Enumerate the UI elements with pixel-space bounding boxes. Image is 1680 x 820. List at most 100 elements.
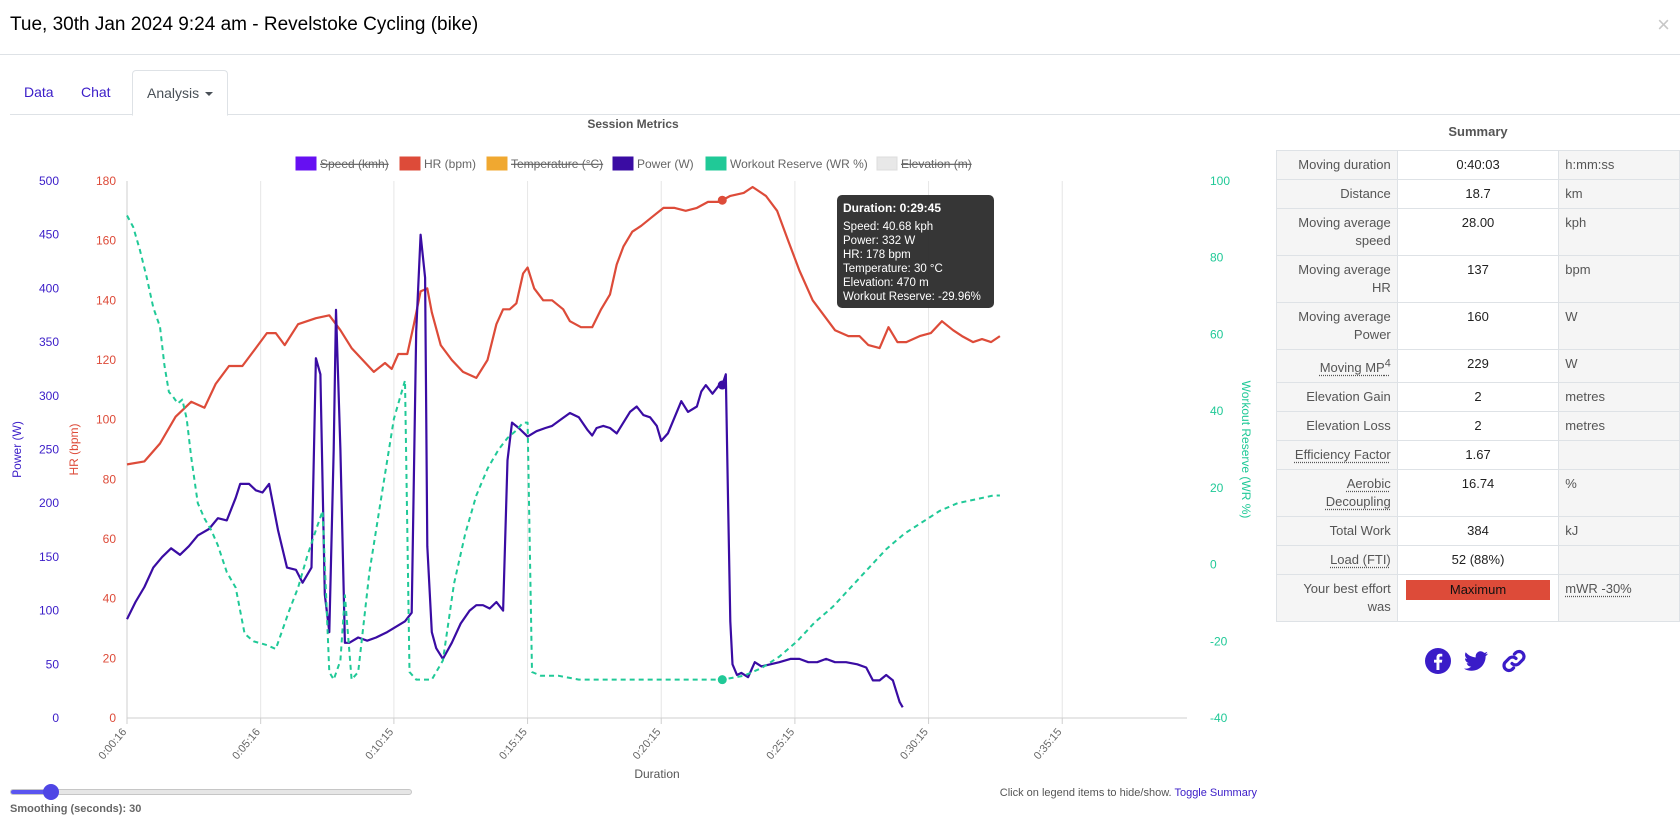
summary-label: Elevation Gain xyxy=(1276,382,1398,413)
link-icon[interactable] xyxy=(1500,647,1528,675)
legend-item[interactable]: Power (W) xyxy=(637,157,694,171)
x-tick-label: 0:30:15 xyxy=(898,726,931,762)
hover-marker-hr xyxy=(717,195,727,205)
summary-label: Aerobic Decoupling xyxy=(1276,469,1398,518)
tooltip-line: Power: 332 W xyxy=(843,235,915,247)
summary-label: Your best effort was xyxy=(1276,574,1398,623)
y-tick-label-wr: 60 xyxy=(1210,327,1224,341)
x-axis-title: Duration xyxy=(634,767,679,781)
summary-value: 229 xyxy=(1396,348,1560,384)
tooltip-line: Elevation: 470 m xyxy=(843,277,929,289)
tooltip-line: Temperature: 30 °C xyxy=(843,263,943,275)
summary-label-text: Distance xyxy=(1340,186,1391,201)
summary-row: Moving average speed 28.00 kph xyxy=(1276,208,1680,256)
summary-row: Load (FTI) 52 (88%) xyxy=(1276,545,1680,576)
y-tick-label-power: 450 xyxy=(39,228,59,242)
summary-value: 384 xyxy=(1396,516,1560,547)
y-axis-title-power: Power (W) xyxy=(10,421,24,478)
summary-label: Moving average HR xyxy=(1276,255,1398,303)
summary-label-text: Moving duration xyxy=(1298,157,1391,172)
tab-analysis[interactable]: Analysis xyxy=(132,70,229,116)
summary-label-text: Moving average HR xyxy=(1298,262,1391,295)
legend-item[interactable]: HR (bpm) xyxy=(424,157,476,171)
summary-label-text: Your best effort was xyxy=(1303,581,1391,615)
tooltip-line: Workout Reserve: -29.96% xyxy=(843,291,981,303)
legend-item[interactable]: Elevation (m) xyxy=(901,157,972,171)
y-tick-label-wr: 80 xyxy=(1210,251,1224,265)
tooltip-title: Duration: 0:29:45 xyxy=(843,201,941,215)
legend-swatch[interactable] xyxy=(399,156,421,171)
summary-label-text: Moving average speed xyxy=(1298,215,1391,248)
summary-value: 18.7 xyxy=(1396,179,1560,209)
summary-value: 137 xyxy=(1396,255,1560,303)
y-tick-label-power: 250 xyxy=(39,443,59,457)
tab-label: Analysis xyxy=(147,85,200,101)
tab-chat[interactable]: Chat xyxy=(67,70,125,115)
summary-label: Moving average speed xyxy=(1276,208,1398,256)
summary-unit: bpm xyxy=(1558,255,1680,303)
legend-swatch[interactable] xyxy=(295,156,317,171)
summary-label-text[interactable]: Moving MP4 xyxy=(1319,358,1391,376)
x-tick-label: 0:25:15 xyxy=(764,726,797,762)
summary-label-text[interactable]: Aerobic Decoupling xyxy=(1325,476,1391,510)
series-line-hr[interactable] xyxy=(126,185,1001,466)
summary-label-text: Moving average Power xyxy=(1298,309,1391,342)
summary-value: 1.67 xyxy=(1396,440,1560,471)
y-tick-label-hr: 80 xyxy=(103,472,117,486)
legend-item[interactable]: Temperature (°C) xyxy=(511,157,603,171)
x-tick-label: 0:00:16 xyxy=(97,726,130,762)
summary-row: Moving MP4 229 W xyxy=(1276,348,1680,384)
y-tick-label-wr: 40 xyxy=(1210,404,1224,418)
y-tick-label-hr: 0 xyxy=(109,711,116,725)
y-tick-label-hr: 140 xyxy=(96,293,116,307)
tooltip-line: Speed: 40.68 kph xyxy=(843,221,933,233)
summary-label: Elevation Loss xyxy=(1276,411,1398,442)
twitter-icon[interactable] xyxy=(1462,647,1490,675)
legend-item[interactable]: Speed (kmh) xyxy=(320,157,389,171)
facebook-icon[interactable] xyxy=(1424,647,1452,675)
summary-label-text[interactable]: Efficiency Factor xyxy=(1294,447,1391,463)
summary-row: Elevation Loss 2 metres xyxy=(1276,411,1680,442)
summary-row: Moving average Power 160 W xyxy=(1276,302,1680,350)
session-metrics-chart[interactable]: Session Metrics Speed (kmh) HR (bpm) Temper… xyxy=(0,118,1270,798)
modal-header: Tue, 30th Jan 2024 9:24 am - Revelstoke … xyxy=(0,0,1680,55)
summary-value: 0:40:03 xyxy=(1396,150,1560,180)
y-tick-label-power: 500 xyxy=(39,174,59,188)
smoothing-slider[interactable] xyxy=(10,784,412,800)
y-tick-label-hr: 40 xyxy=(103,592,117,606)
tab-label: Data xyxy=(24,84,54,100)
summary-row: Distance 18.7 km xyxy=(1276,179,1680,209)
summary-row: Aerobic Decoupling 16.74% xyxy=(1276,469,1680,518)
hover-marker-wr xyxy=(717,675,727,685)
tab-data[interactable]: Data xyxy=(10,70,68,115)
summary-value: 52 (88%) xyxy=(1396,545,1560,576)
summary-label-text: Elevation Loss xyxy=(1306,418,1391,434)
x-tick-label: 0:35:15 xyxy=(1032,726,1065,762)
y-tick-label-hr: 100 xyxy=(96,413,116,427)
y-tick-label-hr: 20 xyxy=(103,651,117,665)
smoothing-slider-thumb[interactable] xyxy=(43,784,60,800)
legend-swatch[interactable] xyxy=(705,156,727,171)
y-tick-label-hr: 160 xyxy=(96,234,116,248)
legend-swatch[interactable] xyxy=(486,156,508,171)
series-line-wr[interactable] xyxy=(126,215,1000,681)
summary-value: 28.00 xyxy=(1396,208,1560,256)
toggle-summary-link[interactable]: Toggle Summary xyxy=(1174,787,1257,799)
close-icon[interactable]: × xyxy=(1657,12,1670,37)
legend-item[interactable]: Workout Reserve (WR %) xyxy=(730,157,868,171)
summary-label-text[interactable]: Load (FTI) xyxy=(1330,552,1391,568)
y-tick-label-hr: 180 xyxy=(96,174,116,188)
summary-unit xyxy=(1558,440,1680,471)
summary-unit[interactable]: mWR -30% xyxy=(1558,574,1680,623)
y-axis-title-hr: HR (bpm) xyxy=(67,423,81,475)
legend-swatch[interactable] xyxy=(612,156,634,171)
tooltip-box xyxy=(837,195,994,308)
summary-title: Summary xyxy=(1448,124,1508,139)
summary-label: Efficiency Factor xyxy=(1276,440,1398,471)
summary-row: Total Work 384 kJ xyxy=(1276,516,1680,547)
y-tick-label-power: 150 xyxy=(39,550,59,564)
summary-unit xyxy=(1558,545,1680,576)
smoothing-slider-fill xyxy=(11,790,52,794)
legend-swatch[interactable] xyxy=(876,156,898,171)
summary-unit: metres xyxy=(1558,382,1680,413)
